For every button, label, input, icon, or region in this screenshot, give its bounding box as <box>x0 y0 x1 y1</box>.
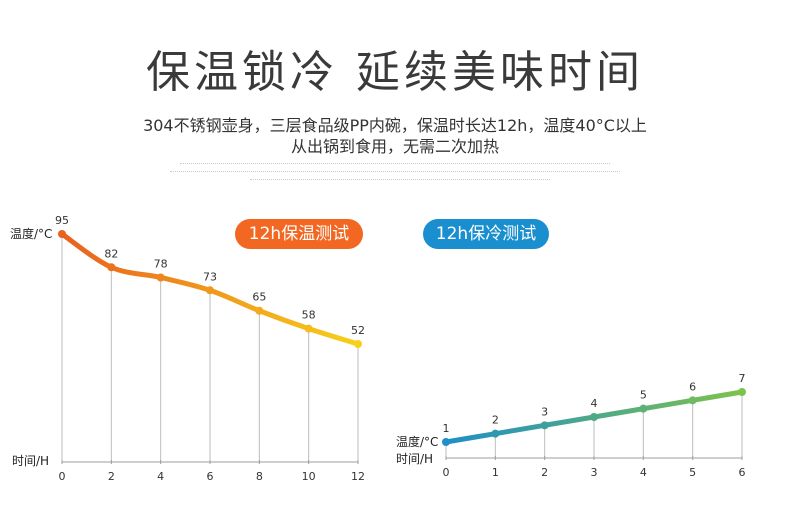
x-tick-label: 5 <box>689 466 696 479</box>
data-label: 4 <box>591 397 598 410</box>
x-axis-label: 时间/H <box>12 454 49 468</box>
data-label: 95 <box>55 214 69 227</box>
fine-print-line <box>180 163 610 165</box>
x-tick-label: 6 <box>207 470 214 483</box>
data-label: 82 <box>104 247 118 260</box>
data-label: 52 <box>351 324 365 337</box>
warm-test-chart: 0 2 4 6 8 10 12 95 82 78 73 65 58 52 温度/°C 时间/H <box>10 214 365 483</box>
y-axis-label: 温度/°C <box>396 434 438 449</box>
data-point <box>156 273 165 282</box>
data-label: 65 <box>252 291 266 304</box>
data-label: 58 <box>302 309 316 322</box>
data-point <box>738 388 746 396</box>
data-label: 5 <box>640 389 647 402</box>
x-tick-label: 12 <box>351 470 365 483</box>
x-axis-label: 时间/H <box>396 452 433 466</box>
data-label: 1 <box>443 422 450 435</box>
x-tick-label: 6 <box>739 466 746 479</box>
x-tick-label: 2 <box>108 470 115 483</box>
x-tick-label: 10 <box>302 470 316 483</box>
x-tick-label: 1 <box>492 466 499 479</box>
data-point <box>354 340 362 348</box>
x-tick-label: 3 <box>591 466 598 479</box>
data-point <box>688 396 697 405</box>
data-point <box>540 421 549 430</box>
x-tick-label: 4 <box>640 466 647 479</box>
data-label: 7 <box>739 372 746 385</box>
data-point <box>639 404 648 413</box>
x-tick-label: 4 <box>157 470 164 483</box>
page-title: 保温锁冷 延续美味时间 <box>146 47 644 98</box>
x-tick-label: 8 <box>256 470 263 483</box>
data-point <box>590 413 598 421</box>
y-axis-label: 温度/°C <box>10 226 52 241</box>
subtitle-line-2: 从出锅到食用，无需二次加热 <box>290 137 499 156</box>
subtitle-line-1: 304不锈钢壶身，三层食品级PP内碗，保温时长达12h，温度40°C以上 <box>143 116 647 135</box>
data-label: 2 <box>492 414 499 427</box>
cold-test-chart: 0 1 2 3 4 5 6 1 2 3 4 5 6 7 温度/°C 时间/H <box>396 372 746 479</box>
fine-print-line <box>170 171 620 173</box>
x-tick-label: 2 <box>541 466 548 479</box>
cold-test-badge: 12h保冷测试 <box>423 219 549 249</box>
x-tick-label: 0 <box>59 470 66 483</box>
x-tick-label: 0 <box>443 466 450 479</box>
data-label: 6 <box>689 380 696 393</box>
data-point <box>255 306 264 315</box>
data-point <box>442 438 450 446</box>
data-point <box>58 230 66 238</box>
data-label: 73 <box>203 270 217 283</box>
data-point <box>491 429 500 438</box>
data-point <box>304 324 313 333</box>
data-point <box>206 286 214 295</box>
data-label: 3 <box>541 405 548 418</box>
warm-test-badge: 12h保温测试 <box>235 219 363 249</box>
data-point <box>107 263 116 272</box>
fine-print-line <box>250 179 550 181</box>
data-label: 78 <box>154 257 168 270</box>
